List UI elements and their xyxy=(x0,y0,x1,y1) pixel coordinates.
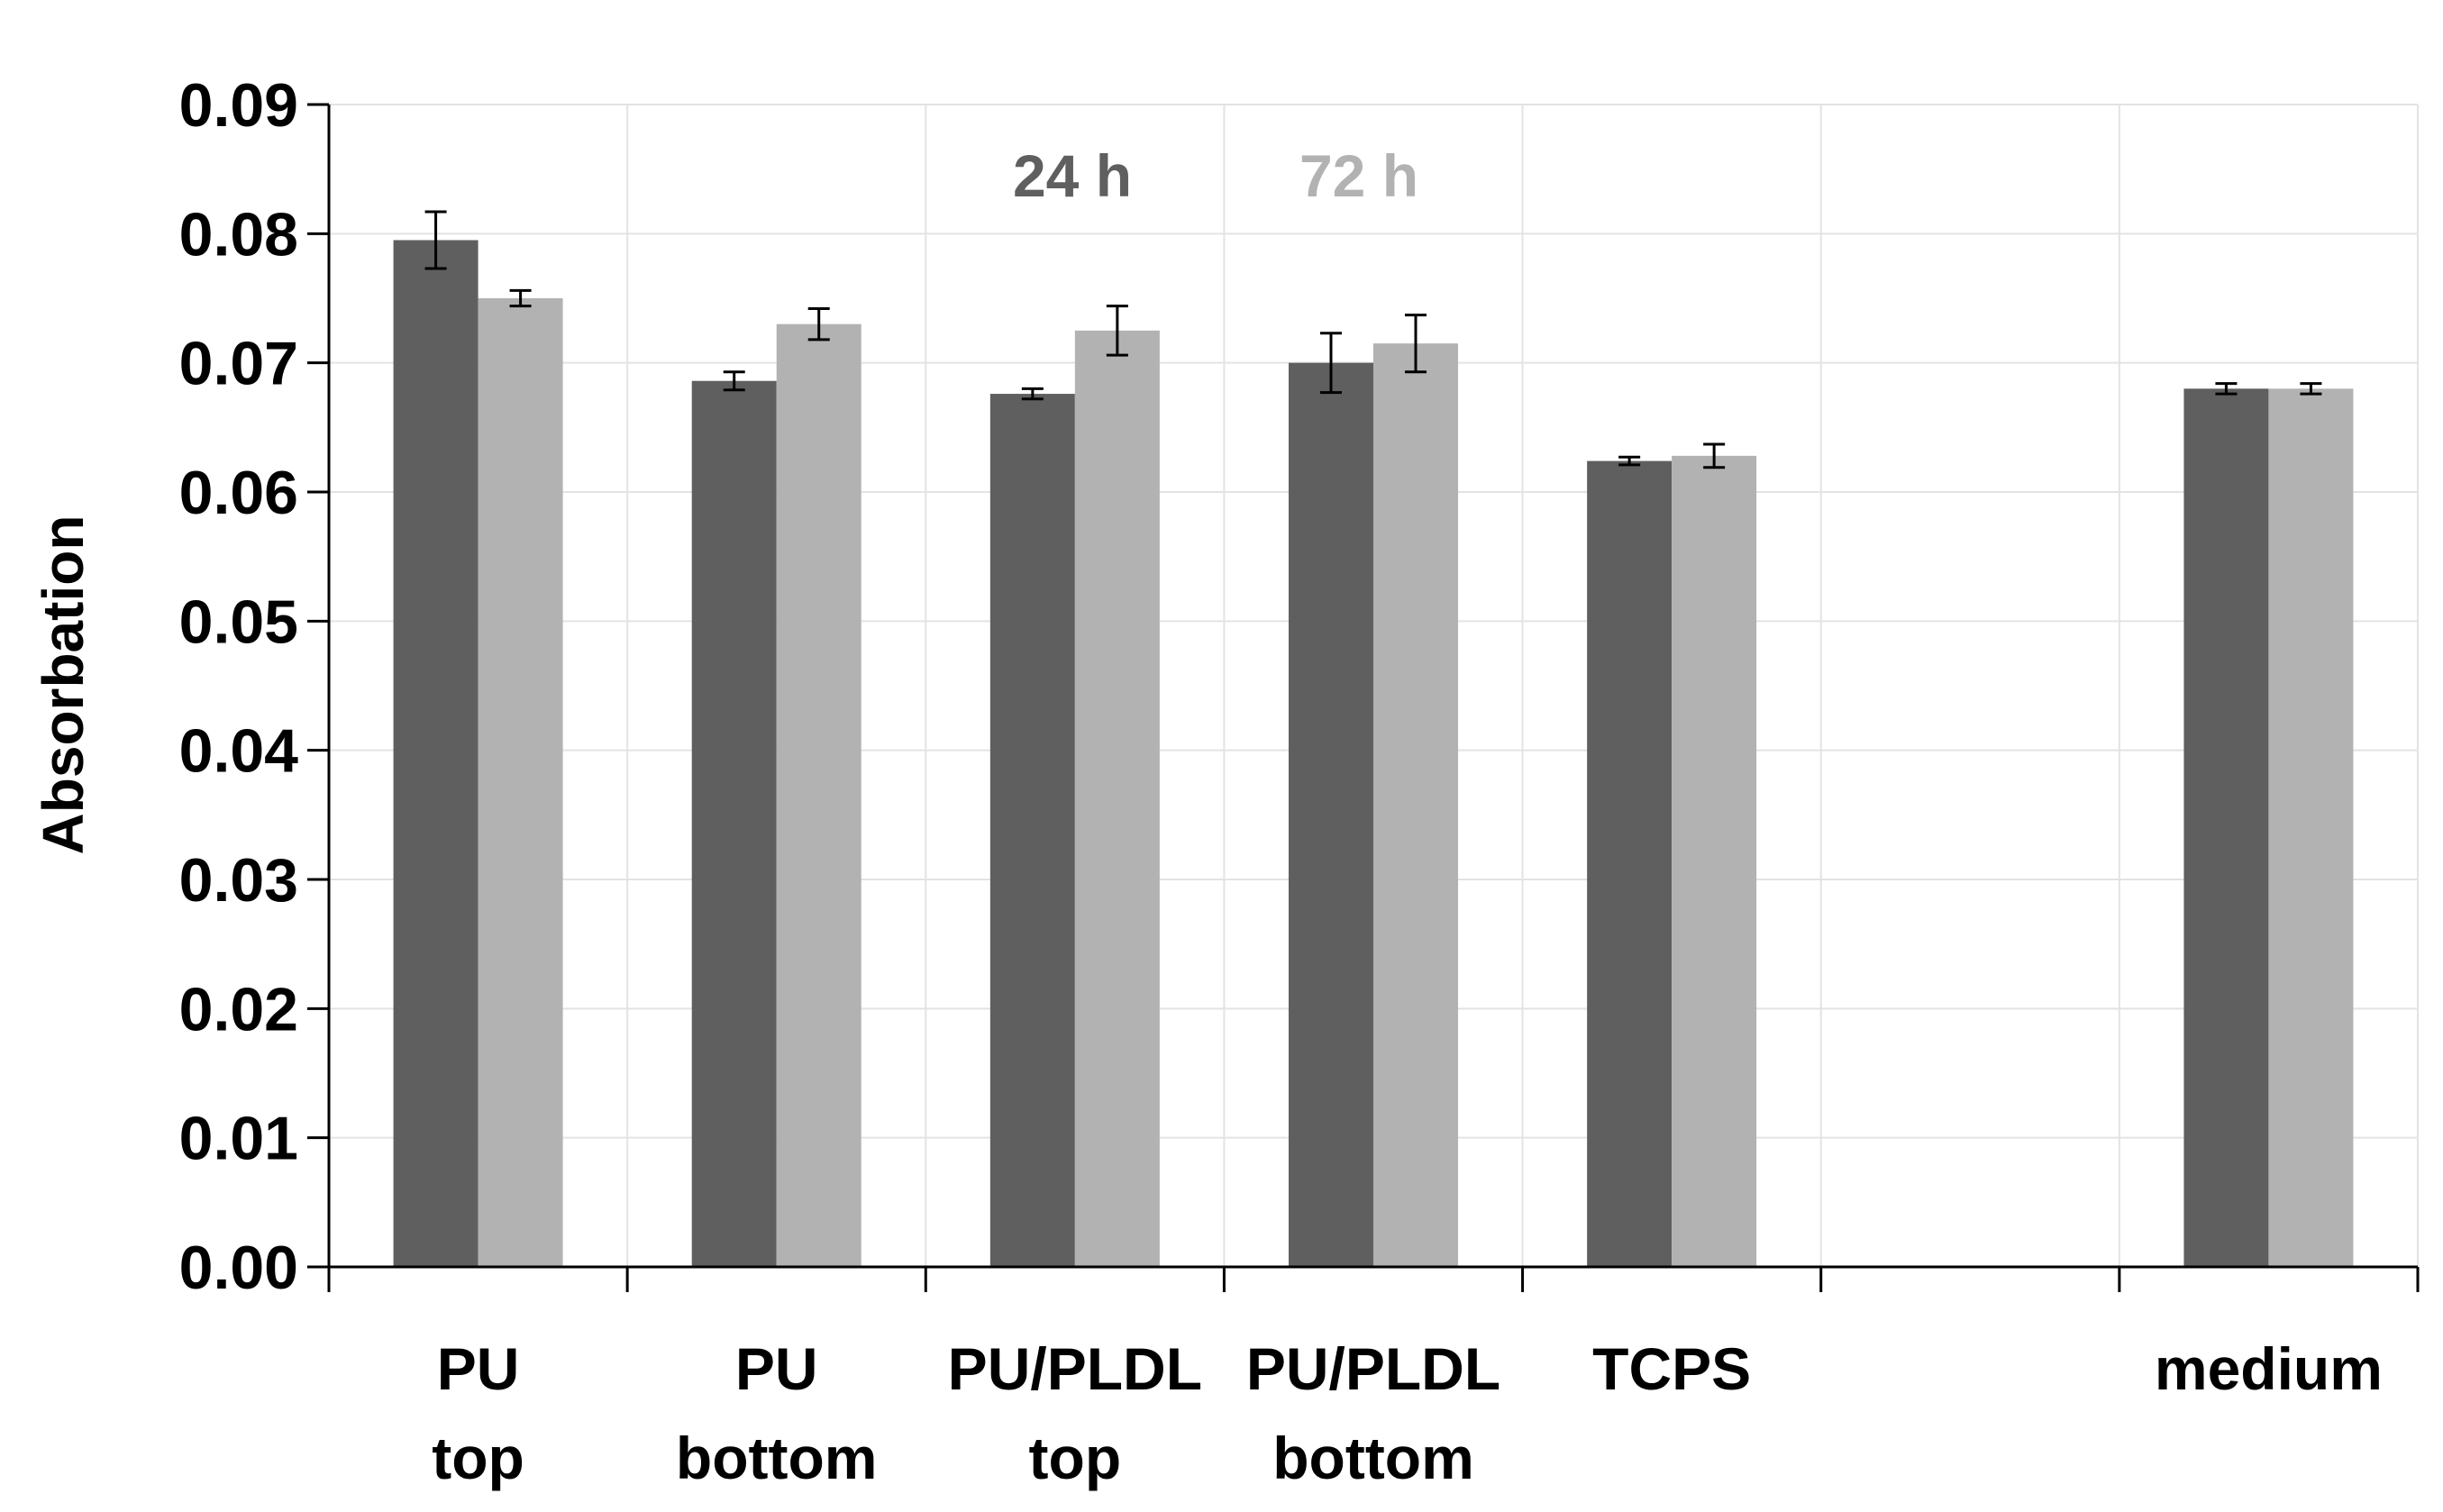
y-tick-label: 0.05 xyxy=(179,587,298,656)
bar-72h xyxy=(1672,455,1757,1267)
bar-24h xyxy=(1289,362,1373,1268)
x-category-label: TCPS xyxy=(1592,1335,1751,1402)
y-tick-label: 0.04 xyxy=(179,717,299,786)
bar-72h xyxy=(1373,343,1458,1268)
bar-72h xyxy=(1074,330,1160,1267)
y-tick-label: 0.03 xyxy=(179,846,298,915)
bar-24h xyxy=(393,240,479,1267)
y-tick-label: 0.02 xyxy=(179,975,298,1043)
bar-24h xyxy=(691,380,777,1267)
bar-24h xyxy=(989,394,1075,1268)
y-tick-label: 0.09 xyxy=(179,71,298,140)
x-category-label: PU xyxy=(437,1335,520,1402)
x-category-label: PU/PLDL xyxy=(1246,1335,1500,1402)
error-bars xyxy=(424,210,2322,469)
bars xyxy=(393,240,2354,1268)
bar-72h xyxy=(478,298,563,1267)
y-tick-label: 0.06 xyxy=(179,459,298,527)
y-tick-label: 0.08 xyxy=(179,200,298,269)
bar-24h xyxy=(1587,460,1673,1268)
bar-24h xyxy=(2183,388,2269,1267)
y-tick-label: 0.01 xyxy=(179,1105,298,1173)
x-category-label: bottom xyxy=(1272,1425,1474,1491)
axes xyxy=(307,103,2420,1292)
x-category-labels: PU top PU bottom PU/PLDL top PU/PLDL bottom TCPS… xyxy=(432,1335,2383,1491)
x-category-label: PU xyxy=(735,1335,818,1402)
legend-72h: 72 h xyxy=(1299,142,1418,209)
bar-72h xyxy=(776,323,861,1268)
bar-72h xyxy=(2268,388,2354,1267)
x-category-label: bottom xyxy=(676,1425,878,1491)
x-category-label: top xyxy=(432,1425,524,1491)
x-category-label: PU/PLDL xyxy=(948,1335,1202,1402)
y-tick-label: 0.07 xyxy=(179,330,298,398)
y-tick-label: 0.00 xyxy=(179,1234,298,1302)
x-category-label: medium xyxy=(2155,1335,2383,1402)
y-tick-labels: 0.00 0.01 0.02 0.03 0.04 0.05 0.06 0.07 0.08 0.09 xyxy=(179,71,299,1302)
y-axis-label: Absorbation xyxy=(31,515,96,855)
legend-24h: 24 h xyxy=(1013,142,1132,209)
x-category-label: top xyxy=(1029,1425,1122,1491)
